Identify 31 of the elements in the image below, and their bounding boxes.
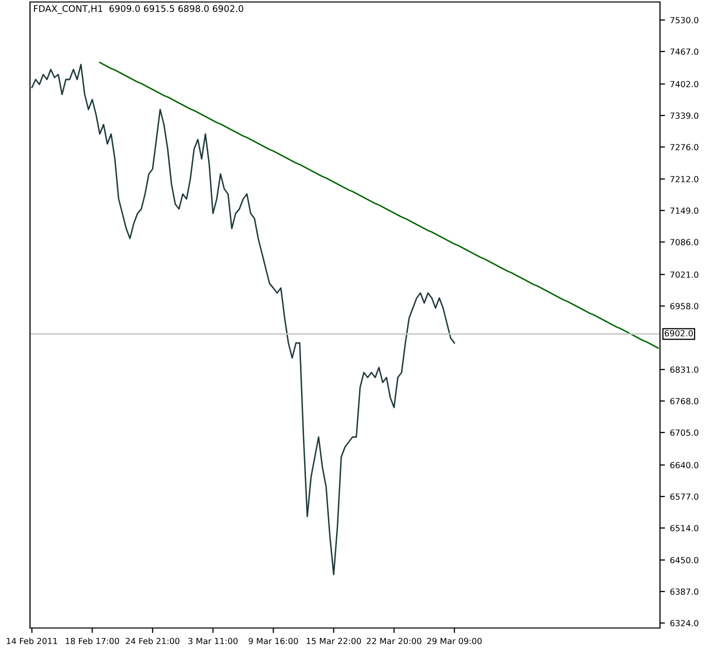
x-tick-label: 15 Mar 22:00 [306,638,361,644]
x-tick-label: 9 Mar 16:00 [248,638,298,644]
y-tick-label: 6450.0 [670,556,698,564]
y-tick-label: 6640.0 [670,462,698,468]
ref-line-label: 6902.0 [664,330,693,336]
y-tick-label: 6768.0 [670,398,698,404]
y-tick-label: 6514.0 [670,524,698,532]
x-tick-label: 14 Feb 2011 [6,638,58,644]
x-tick-label: 18 Feb 17:00 [66,638,120,644]
y-tick-label: 7530.0 [670,16,698,24]
y-tick-label: 6324.0 [670,620,698,626]
y-tick-label: 6705.0 [670,429,698,436]
y-tick-label: 7086.0 [670,238,698,246]
y-tick-label: 7149.0 [670,207,698,214]
y-tick-label: 6831.0 [670,366,698,373]
y-tick-label: 6387.0 [670,588,698,595]
y-tick-label: 7339.0 [670,112,698,119]
x-tick-label: 24 Feb 21:00 [126,638,180,644]
y-tick-label: 7467.0 [670,48,698,55]
y-tick-label: 7021.0 [670,271,698,278]
y-tick-label: 6958.0 [670,302,698,310]
line-series [99,62,659,349]
y-tick-label: 7402.0 [670,80,698,88]
x-tick-label: 22 Mar 20:00 [366,638,422,644]
y-tick-label: 6577.0 [670,493,698,500]
y-tick-label: 7212.0 [670,176,698,182]
y-tick-label: 7276.0 [670,144,698,150]
x-tick-label: 29 Mar 09:00 [427,638,482,644]
chart-title: FDAX_CONT,H1 6909.0 6915.5 6898.0 6902.0 [34,5,244,14]
x-tick-label: 3 Mar 11:00 [188,638,238,644]
line-series [31,64,456,576]
